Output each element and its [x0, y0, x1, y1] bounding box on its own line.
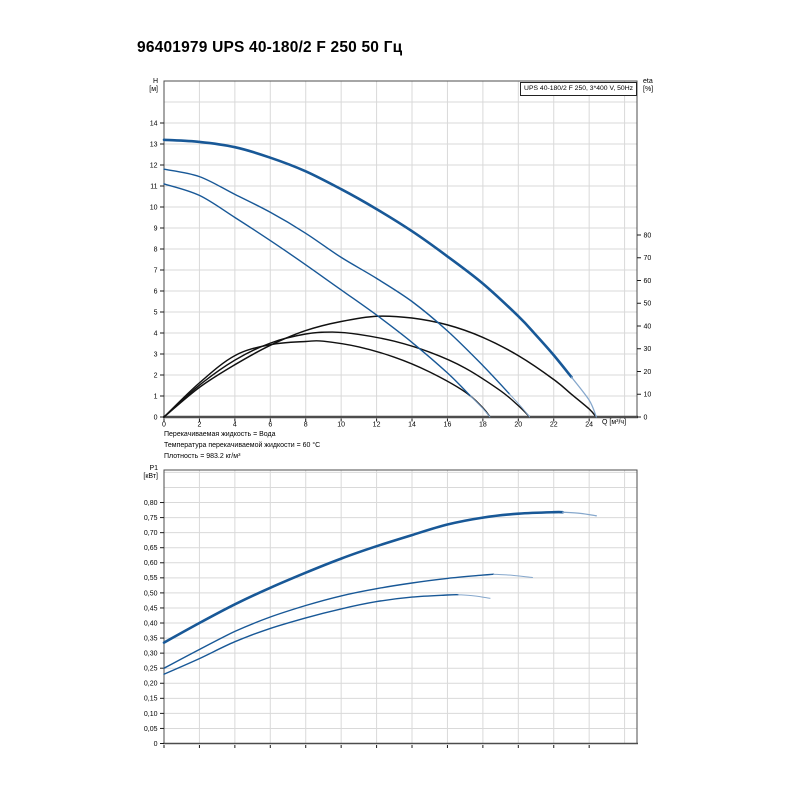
- y-left-tick-label: 7: [154, 267, 158, 274]
- y-left-tick-label: 13: [150, 141, 158, 148]
- x-tick-label: 14: [408, 422, 416, 429]
- power-axis-label: P1 [кВт]: [110, 465, 158, 480]
- head-curve-speed2: [163, 168, 511, 395]
- y-left-tick-label: 8: [154, 246, 158, 253]
- y-left-tick-label: 0,50: [144, 590, 158, 597]
- eta-axis-label: eta [%]: [643, 78, 673, 93]
- gridlines: [164, 81, 637, 417]
- y-right-tick-label: 0: [644, 414, 648, 421]
- y-left-tick-label: 14: [150, 120, 158, 127]
- fluid-note-temperature: Температура перекачиваемой жидкости = 60…: [164, 441, 321, 449]
- y-left-tick-label: 12: [150, 162, 158, 169]
- y-left-tick-label: 11: [150, 183, 157, 190]
- y-left-tick-label: 0,30: [144, 651, 158, 658]
- y-left-tick-label: 1: [154, 393, 158, 400]
- y-left-tick-label: 0,65: [144, 545, 158, 552]
- y-left-tick-label: 0,35: [144, 635, 158, 642]
- y-left-tick-label: 0: [154, 741, 158, 748]
- y-left-tick-label: 0: [154, 414, 158, 421]
- y-left-tick-label: 0,25: [144, 666, 158, 673]
- y-left-tick-label: 5: [154, 309, 158, 316]
- legend-box: UPS 40-180/2 F 250, 3*400 V, 50Hz: [520, 82, 637, 96]
- x-tick-label: 6: [268, 422, 272, 429]
- y-left-tick-label: 0,55: [144, 575, 158, 582]
- x-tick-label: 20: [514, 422, 522, 429]
- x-tick-label: 16: [444, 422, 452, 429]
- y-left-tick-label: 0,05: [144, 726, 158, 733]
- y-right-tick-label: 40: [644, 323, 652, 330]
- y-right-tick-label: 20: [644, 369, 652, 376]
- page-title: 96401979 UPS 40-180/2 F 250 50 Гц: [137, 39, 403, 56]
- head-curve-speed3: [162, 138, 573, 379]
- y-left-tick-label: 0,70: [144, 530, 158, 537]
- y-left-tick-label: 0,75: [144, 515, 158, 522]
- y-left-tick-label: 0,45: [144, 605, 158, 612]
- flow-axis-label: Q [м³/ч]: [602, 419, 627, 426]
- fluid-note-liquid: Перекачиваемая жидкость = Вода: [164, 431, 276, 438]
- x-tick-label: 8: [304, 422, 308, 429]
- y-right-tick-label: 30: [644, 346, 652, 353]
- x-tick-label: 4: [233, 422, 237, 429]
- head-curve-speed1-extended-range-tail: [470, 395, 491, 418]
- y-left-tick-label: 0,60: [144, 560, 158, 567]
- y-right-tick-label: 80: [644, 232, 652, 239]
- y-left-tick-label: 0,80: [144, 500, 158, 507]
- y-right-tick-label: 10: [644, 392, 652, 399]
- head-curve-speed2-extended-range-tail: [508, 393, 531, 418]
- y-left-tick-label: 0,15: [144, 696, 158, 703]
- y-left-tick-label: 0,40: [144, 620, 158, 627]
- fluid-notes: Перекачиваемая жидкость = Вода Температу…: [164, 430, 320, 463]
- y-left-tick-label: 4: [154, 330, 158, 337]
- power-curve-speed1-extended-range-tail: [457, 594, 491, 599]
- head-axis-label: H [м]: [118, 78, 158, 93]
- y-right-tick-label: 70: [644, 255, 652, 262]
- gridlines: [164, 470, 637, 744]
- head-axis-label-unit: [м]: [149, 85, 158, 93]
- x-tick-label: 12: [373, 422, 381, 429]
- eta-curve-speed3: [163, 315, 598, 418]
- y-left-tick-label: 10: [150, 204, 158, 211]
- power-curve-speed1: [163, 594, 459, 675]
- x-tick-label: 24: [585, 422, 593, 429]
- fluid-note-density: Плотность = 983.2 кг/м³: [164, 452, 241, 460]
- power-axis-label-symbol: P1: [149, 465, 158, 472]
- eta-axis-label-symbol: eta: [643, 78, 653, 85]
- x-tick-label: 22: [550, 422, 558, 429]
- head-curve-speed3-extended-range-tail: [570, 376, 597, 418]
- x-tick-label: 2: [197, 422, 201, 429]
- x-tick-label: 10: [337, 422, 345, 429]
- x-tick-label: 0: [162, 422, 166, 429]
- head-curve-speed1: [163, 183, 472, 397]
- head-efficiency-chart: 0 2 4 6 8 10 12 14 16 18 20 22 240123456789101112131…: [150, 80, 652, 429]
- head-axis-label-symbol: H: [152, 78, 158, 85]
- y-left-tick-label: 9: [154, 225, 158, 232]
- y-left-tick-label: 3: [154, 351, 158, 358]
- x-tick-label: 18: [479, 422, 487, 429]
- eta-axis-label-unit: [%]: [643, 85, 654, 93]
- y-right-tick-label: 60: [644, 278, 652, 285]
- y-left-tick-label: 0,10: [144, 711, 158, 718]
- series-curves: [162, 510, 597, 675]
- power-curve-speed2-extended-range-tail: [493, 573, 533, 578]
- series-curves: [162, 138, 598, 418]
- y-left-tick-label: 0,20: [144, 681, 158, 688]
- power-curve-speed2: [163, 573, 495, 669]
- y-right-tick-label: 50: [644, 301, 652, 308]
- power-curve-speed3: [162, 510, 564, 644]
- power-axis-label-unit: [кВт]: [143, 472, 158, 480]
- power-chart: 0 0,05 0,10 0,15 0,20 0,25 0,30 0,35 0,40 0,45 0,5…: [144, 469, 638, 748]
- y-left-tick-label: 6: [154, 288, 158, 295]
- power-curve-speed3-extended-range-tail: [561, 511, 597, 517]
- eta-curve-speed2: [163, 331, 531, 418]
- y-left-tick-label: 2: [154, 372, 158, 379]
